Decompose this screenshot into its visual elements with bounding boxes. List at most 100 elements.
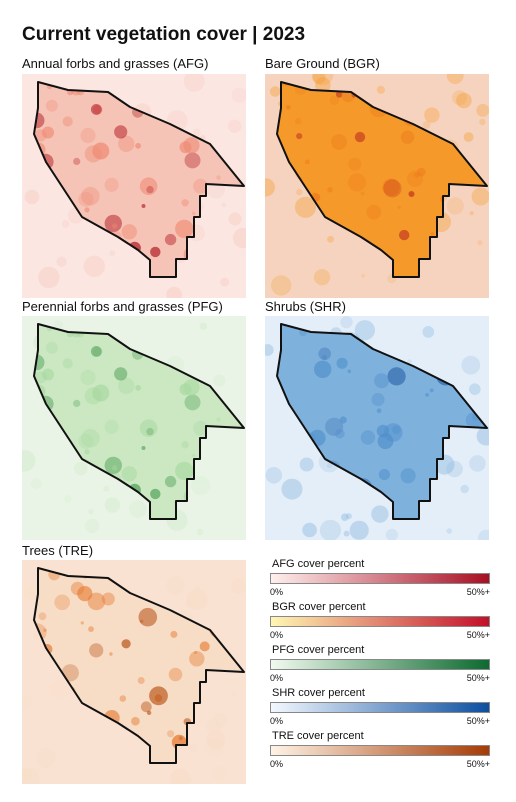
raster-texture xyxy=(140,701,152,713)
raster-texture xyxy=(167,730,175,738)
raster-texture xyxy=(184,394,201,411)
raster-texture xyxy=(63,495,72,503)
raster-texture xyxy=(374,373,390,389)
raster-texture xyxy=(213,713,228,728)
raster-texture xyxy=(408,191,415,197)
raster-texture xyxy=(88,626,94,632)
raster-texture xyxy=(166,286,182,298)
raster-texture xyxy=(109,652,113,656)
raster-texture xyxy=(22,694,32,709)
raster-texture xyxy=(84,145,102,163)
raster-texture xyxy=(181,199,189,207)
raster-texture xyxy=(199,322,208,330)
raster-texture xyxy=(446,74,464,85)
raster-texture xyxy=(429,388,434,393)
study-area-boundary xyxy=(276,323,488,520)
raster-texture xyxy=(186,588,208,610)
raster-texture xyxy=(221,202,227,208)
figure-title: Current vegetation cover | 2023 xyxy=(22,24,306,45)
color-ramp xyxy=(270,616,490,627)
legend-max-label: 50%+ xyxy=(466,716,490,726)
raster-texture xyxy=(170,768,191,784)
raster-texture xyxy=(329,95,340,106)
raster-texture xyxy=(315,77,331,93)
raster-texture xyxy=(376,424,390,438)
raster-texture xyxy=(42,126,54,139)
raster-texture xyxy=(101,592,115,606)
raster-texture xyxy=(399,229,410,241)
raster-texture xyxy=(139,419,158,437)
raster-texture xyxy=(189,744,198,753)
raster-texture xyxy=(348,157,362,171)
raster-texture xyxy=(22,768,33,780)
raster-texture xyxy=(452,90,467,106)
raster-texture xyxy=(336,357,348,369)
raster-texture xyxy=(141,204,146,208)
raster-texture xyxy=(318,347,331,361)
raster-texture xyxy=(104,177,119,192)
raster-texture xyxy=(231,691,237,696)
legend-max-label: 50%+ xyxy=(466,673,490,683)
raster-texture xyxy=(456,92,472,109)
raster-texture xyxy=(84,387,102,405)
raster-texture xyxy=(354,131,366,143)
raster-texture xyxy=(334,428,345,439)
raster-texture xyxy=(331,134,348,150)
raster-texture xyxy=(392,425,401,435)
study-area-boundary xyxy=(33,567,245,764)
raster-texture xyxy=(146,185,154,194)
raster-texture xyxy=(425,393,429,397)
raster-texture xyxy=(185,600,194,609)
study-area-boundary xyxy=(276,81,488,278)
raster-texture xyxy=(104,214,123,233)
raster-texture xyxy=(194,650,198,655)
raster-texture xyxy=(199,641,210,652)
raster-texture xyxy=(33,632,40,639)
raster-texture xyxy=(195,586,200,591)
raster-texture xyxy=(170,630,178,638)
raster-texture xyxy=(378,469,390,481)
raster-texture xyxy=(314,360,332,378)
study-area-boundary xyxy=(33,81,245,278)
raster-texture xyxy=(325,417,344,436)
raster-texture xyxy=(119,695,127,702)
raster-texture xyxy=(78,191,94,207)
raster-texture xyxy=(213,374,226,387)
raster-texture xyxy=(400,468,416,484)
raster-texture xyxy=(24,584,40,601)
raster-texture xyxy=(371,392,385,407)
raster-texture xyxy=(183,137,200,154)
map-tre xyxy=(22,560,246,784)
raster-texture xyxy=(477,240,483,246)
raster-texture xyxy=(216,175,221,180)
raster-texture xyxy=(192,128,201,137)
panel-label-pfg: Perennial forbs and grasses (PFG) xyxy=(22,299,223,314)
raster-texture xyxy=(121,224,137,240)
raster-texture xyxy=(469,455,486,472)
panel-label-shr: Shrubs (SHR) xyxy=(265,299,346,314)
raster-texture xyxy=(265,467,283,484)
raster-texture xyxy=(407,359,412,364)
raster-texture xyxy=(322,355,327,360)
raster-texture xyxy=(397,205,401,209)
legend-title: AFG cover percent xyxy=(272,558,365,570)
raster-texture xyxy=(347,369,352,374)
raster-texture xyxy=(313,269,331,286)
raster-texture xyxy=(77,586,93,602)
raster-texture xyxy=(193,420,208,436)
raster-texture xyxy=(469,383,481,395)
raster-texture xyxy=(400,130,415,144)
raster-texture xyxy=(203,737,224,758)
raster-texture xyxy=(189,651,205,667)
raster-texture xyxy=(385,528,398,540)
raster-texture xyxy=(114,367,128,381)
raster-texture xyxy=(149,686,168,706)
legend-min-label: 0% xyxy=(270,716,284,726)
raster-texture xyxy=(349,520,369,540)
raster-texture xyxy=(387,367,406,386)
raster-texture xyxy=(175,461,194,481)
panel-label-bgr: Bare Ground (BGR) xyxy=(265,56,380,71)
raster-texture xyxy=(230,578,246,594)
raster-texture xyxy=(166,576,185,595)
raster-texture xyxy=(43,628,47,632)
